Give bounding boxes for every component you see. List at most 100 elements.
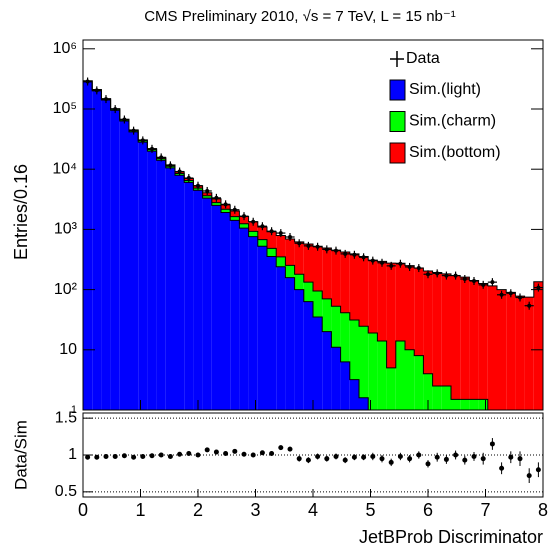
- data-point: [359, 253, 369, 262]
- y-tick-label: 1: [71, 404, 77, 416]
- histogram-bar: [349, 379, 359, 410]
- data-point: [175, 167, 185, 176]
- ratio-point: [526, 473, 532, 479]
- histogram-bar: [92, 90, 102, 410]
- data-point: [110, 105, 120, 114]
- histogram-bar: [138, 142, 148, 410]
- histogram-bar: [285, 238, 295, 266]
- x-tick-label: 5: [365, 500, 375, 520]
- data-point: [221, 200, 231, 209]
- data-point: [248, 217, 258, 226]
- ratio-point: [296, 456, 302, 462]
- histogram-bar: [313, 246, 323, 291]
- histogram-bar: [257, 227, 267, 240]
- data-point: [83, 77, 93, 86]
- histogram-bar: [331, 250, 341, 307]
- histogram-bar: [267, 256, 277, 410]
- histogram-bar: [478, 283, 488, 400]
- histogram-bar: [359, 326, 369, 398]
- histogram-bar: [221, 209, 231, 213]
- histogram-bar: [322, 248, 332, 299]
- histogram-bar: [515, 296, 525, 410]
- ratio-point: [443, 456, 449, 462]
- histogram-bar: [156, 160, 166, 410]
- ratio-point: [241, 451, 247, 457]
- x-tick-label: 3: [250, 500, 260, 520]
- histogram-bar: [349, 253, 359, 321]
- ratio-point: [508, 454, 514, 460]
- y-tick-label: 1: [68, 446, 77, 463]
- data-point: [138, 136, 148, 145]
- data-point: [147, 144, 157, 153]
- ratio-point: [480, 456, 486, 462]
- histogram-bar: [230, 220, 240, 410]
- ratio-point: [535, 467, 541, 473]
- legend-swatch: [389, 111, 406, 132]
- data-point: [423, 270, 433, 279]
- data-point: [193, 181, 203, 190]
- x-tick-label: 0: [78, 500, 88, 520]
- ratio-point: [131, 454, 137, 460]
- histogram-bar: [533, 281, 543, 410]
- histogram-bar: [175, 175, 185, 410]
- ratio-point: [333, 453, 339, 459]
- histogram-bar: [110, 110, 120, 410]
- ratio-point: [517, 456, 523, 462]
- data-point: [165, 161, 175, 170]
- data-point: [322, 245, 332, 254]
- y-tick-label: 10⁴: [52, 160, 77, 177]
- histogram-bar: [395, 263, 405, 342]
- ratio-point: [471, 453, 477, 459]
- data-point: [469, 276, 479, 285]
- ratio-point: [351, 454, 357, 460]
- data-point: [211, 193, 221, 202]
- ratio-point: [250, 452, 256, 458]
- data-point: [156, 153, 166, 162]
- histogram-bar: [257, 239, 267, 247]
- data-point: [405, 262, 415, 271]
- legend-swatch: [389, 79, 406, 101]
- ratio-point: [370, 453, 376, 459]
- chart-title: CMS Preliminary 2010, √s = 7 TeV, L = 15…: [144, 8, 456, 25]
- ratio-point: [177, 451, 183, 457]
- histogram-bar: [230, 211, 240, 217]
- data-point: [239, 212, 249, 221]
- x-tick-label: 7: [480, 500, 490, 520]
- histogram-bar: [377, 341, 387, 410]
- data-point: [414, 264, 424, 273]
- ratio-point: [278, 445, 284, 451]
- histogram-bar: [395, 341, 405, 410]
- ratio-point: [85, 454, 91, 460]
- x-tick-label: 1: [135, 500, 145, 520]
- legend-swatch: [389, 142, 406, 164]
- data-point: [129, 126, 139, 135]
- x-tick-label: 8: [538, 500, 548, 520]
- histogram-bar: [377, 261, 387, 342]
- histogram-bar: [211, 202, 221, 206]
- histogram-bar: [230, 216, 240, 221]
- histogram-bar: [267, 231, 277, 249]
- data-point: [460, 274, 470, 283]
- ratio-point: [453, 452, 459, 458]
- ratio-point: [397, 453, 403, 459]
- histogram-bar: [276, 235, 286, 257]
- y-tick-label: 10⁶: [53, 40, 77, 57]
- data-point: [497, 290, 507, 299]
- histogram-bar: [147, 151, 157, 410]
- y-tick-label: 10⁵: [53, 100, 77, 117]
- data-point: [478, 280, 488, 289]
- ratio-point: [259, 450, 265, 456]
- histogram-bar: [294, 241, 304, 275]
- ratio-point: [140, 453, 146, 459]
- histogram-bar: [331, 347, 341, 410]
- data-point: [257, 222, 267, 231]
- data-point: [230, 205, 240, 214]
- histogram-bar: [101, 100, 111, 411]
- ratio-point: [315, 453, 321, 459]
- y-tick-label: 1.5: [55, 409, 77, 426]
- data-point: [349, 250, 359, 259]
- histogram-bar: [313, 290, 323, 318]
- ratio-point: [434, 454, 440, 460]
- histogram-bar: [340, 251, 350, 313]
